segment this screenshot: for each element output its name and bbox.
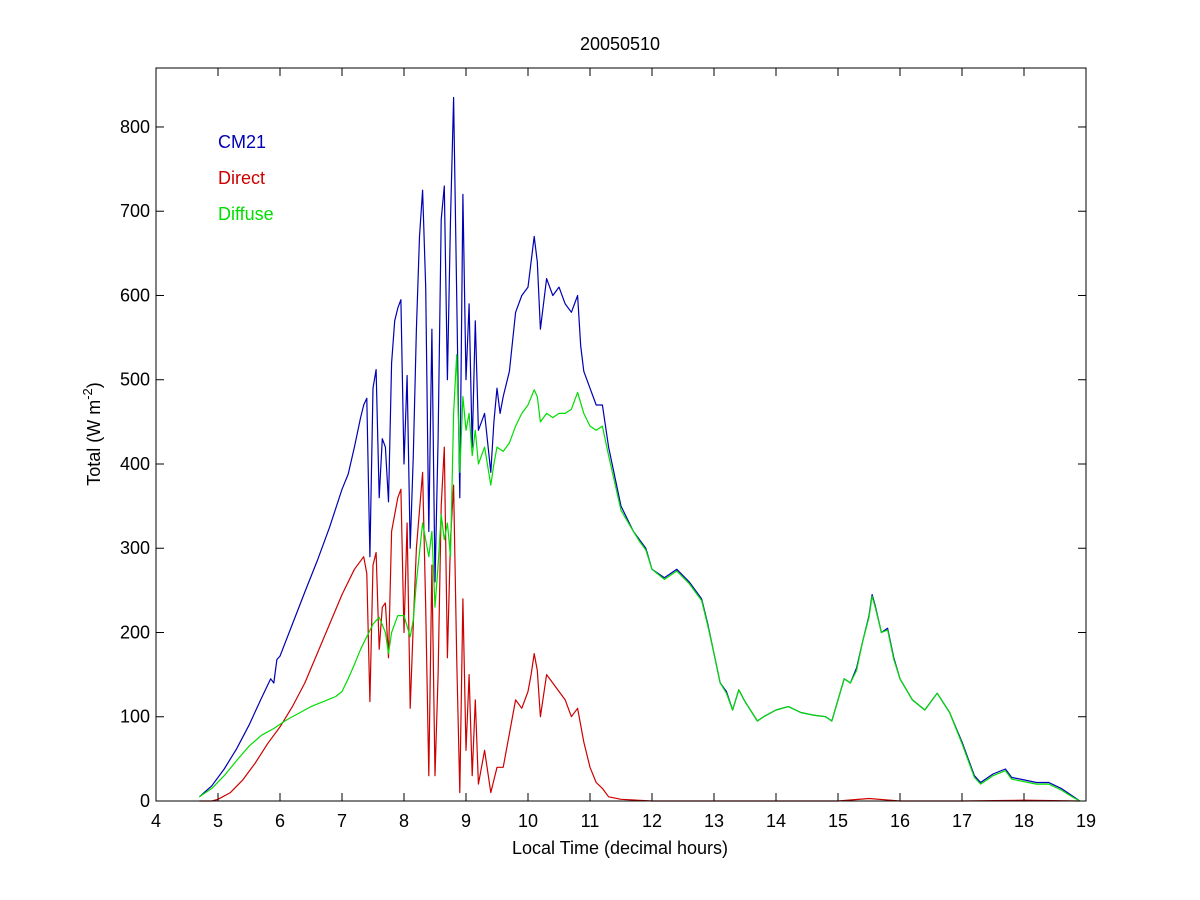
y-axis-label-prefix: Total (W m [84, 400, 104, 486]
x-tick-label: 17 [952, 811, 972, 831]
y-axis-label: Total (W m-2) [80, 382, 104, 486]
x-tick-label: 9 [461, 811, 471, 831]
y-tick-label: 400 [120, 454, 150, 474]
series-layer [199, 96, 1081, 802]
x-axis-label: Local Time (decimal hours) [512, 838, 728, 858]
legend-entry-direct: Direct [218, 168, 265, 188]
x-tick-label: 8 [399, 811, 409, 831]
x-tick-label: 16 [890, 811, 910, 831]
x-tick-label: 11 [581, 811, 600, 831]
x-axis-ticks: 4 5 6 7 8 9 10 11 12 13 14 15 16 17 18 19 [151, 68, 1096, 831]
y-axis-label-suffix: ) [84, 382, 104, 388]
x-tick-label: 5 [213, 811, 223, 831]
x-tick-label: 12 [642, 811, 662, 831]
x-tick-label: 4 [151, 811, 161, 831]
plot-frame [155, 67, 1087, 802]
x-tick-label: 19 [1076, 811, 1096, 831]
legend-entry-cm21: CM21 [218, 132, 266, 152]
series-line-diffuse [199, 353, 1081, 802]
y-tick-label: 300 [120, 538, 150, 558]
y-tick-label: 500 [120, 370, 150, 390]
x-tick-label: 13 [704, 811, 724, 831]
y-axis-label-exponent: -2 [80, 388, 95, 400]
y-tick-label: 100 [120, 707, 150, 727]
legend: CM21 Direct Diffuse [218, 132, 274, 224]
x-tick-label: 6 [275, 811, 285, 831]
x-tick-label: 7 [337, 811, 347, 831]
y-tick-label: 200 [120, 622, 150, 642]
x-tick-label: 14 [766, 811, 786, 831]
legend-entry-diffuse: Diffuse [218, 204, 274, 224]
x-tick-label: 15 [828, 811, 848, 831]
y-tick-label: 0 [140, 791, 150, 811]
chart-title: 20050510 [580, 34, 660, 54]
x-tick-label: 18 [1014, 811, 1034, 831]
y-tick-label: 800 [120, 117, 150, 137]
x-tick-label: 10 [518, 811, 538, 831]
y-tick-label: 600 [120, 285, 150, 305]
y-axis-ticks: 0 100 200 300 400 500 600 700 800 [120, 117, 1086, 811]
y-tick-label: 700 [120, 201, 150, 221]
